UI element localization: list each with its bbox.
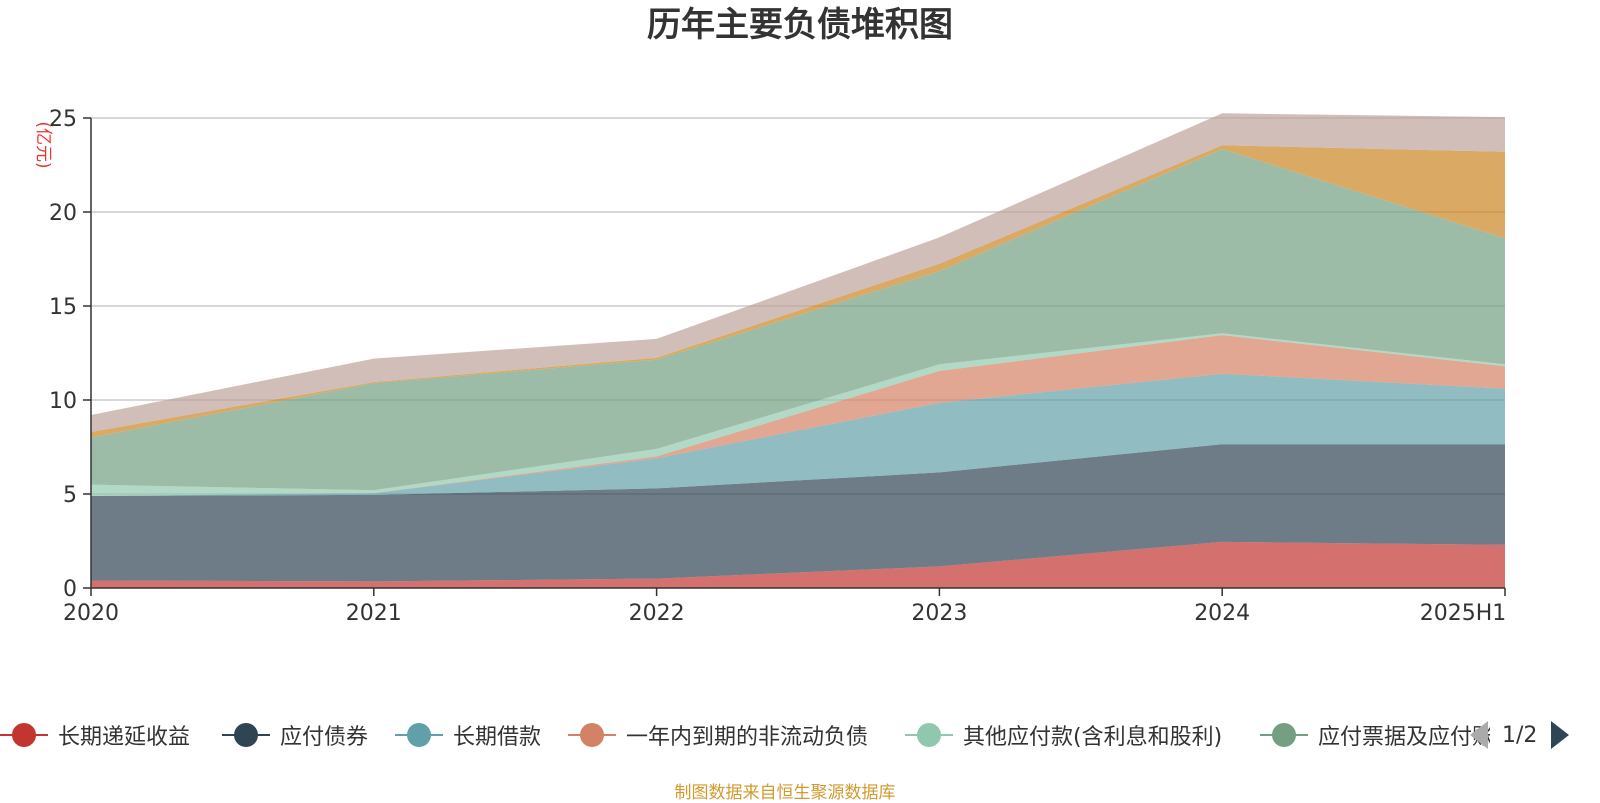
x-tick-label: 2024: [1194, 601, 1250, 626]
legend-marker-icon: [395, 720, 443, 750]
area-series: [91, 113, 1505, 588]
y-tick-label: 20: [49, 201, 77, 226]
legend-label: 应付票据及应付账款: [1318, 725, 1490, 750]
area-series-0: [91, 541, 1505, 588]
legend-marker-icon: [905, 720, 953, 750]
legend-page-indicator: 1/2: [1502, 722, 1538, 748]
legend-marker-icon: [1260, 720, 1308, 750]
legend: 长期递延收益 应付债券 长期借款 一年内到期的非流动负债 其他应付款(含利息和股利) 应付…: [0, 715, 1490, 755]
legend-label: 应付债券: [280, 725, 369, 750]
chart-title: 历年主要负债堆积图: [647, 5, 953, 45]
area-series-5: [91, 149, 1505, 491]
area-series-3: [91, 335, 1505, 496]
area-series-1: [91, 444, 1505, 582]
legend-item[interactable]: 其他应付款(含利息和股利): [905, 715, 1222, 755]
axes: 0 5 10 15 20 25 2020 2021 2022 2023 2024 2025H1: [49, 107, 1506, 626]
area-series-7: [91, 113, 1505, 433]
source-note: 制图数据来自恒生聚源数据库: [674, 783, 896, 803]
legend-marker-icon: [0, 720, 48, 750]
legend-label: 其他应付款(含利息和股利): [963, 725, 1223, 750]
y-tick-label: 10: [49, 389, 77, 414]
legend-pager: 1/2: [1470, 715, 1570, 755]
prev-page-icon[interactable]: [1470, 721, 1488, 749]
area-series-2: [91, 373, 1505, 496]
x-tick-label: 2023: [911, 601, 967, 626]
legend-marker-icon: [568, 720, 616, 750]
area-series-6: [91, 145, 1505, 438]
y-tick-label: 15: [49, 295, 77, 320]
y-tick-label: 5: [63, 483, 77, 508]
next-page-icon[interactable]: [1551, 721, 1570, 749]
y-axis-unit-label: (亿元): [33, 121, 53, 168]
y-tick-label: 25: [49, 107, 77, 132]
legend-label: 长期递延收益: [58, 725, 191, 750]
legend-item[interactable]: 应付票据及应付账款: [1260, 715, 1490, 755]
legend-item[interactable]: 一年内到期的非流动负债: [568, 715, 868, 755]
x-tick-label: 2022: [629, 601, 685, 626]
legend-item[interactable]: 长期借款: [395, 715, 541, 755]
y-tick-label: 0: [63, 577, 77, 602]
x-tick-label: 2021: [346, 601, 402, 626]
x-tick-label: 2020: [63, 601, 119, 626]
legend-label: 长期借款: [453, 725, 542, 750]
legend-item[interactable]: 应付债券: [222, 715, 368, 755]
x-tick-label: 2025H1: [1420, 601, 1507, 626]
legend-item[interactable]: 长期递延收益: [0, 715, 190, 755]
legend-marker-icon: [222, 720, 270, 750]
legend-label: 一年内到期的非流动负债: [626, 725, 869, 750]
area-series-4: [91, 333, 1505, 496]
